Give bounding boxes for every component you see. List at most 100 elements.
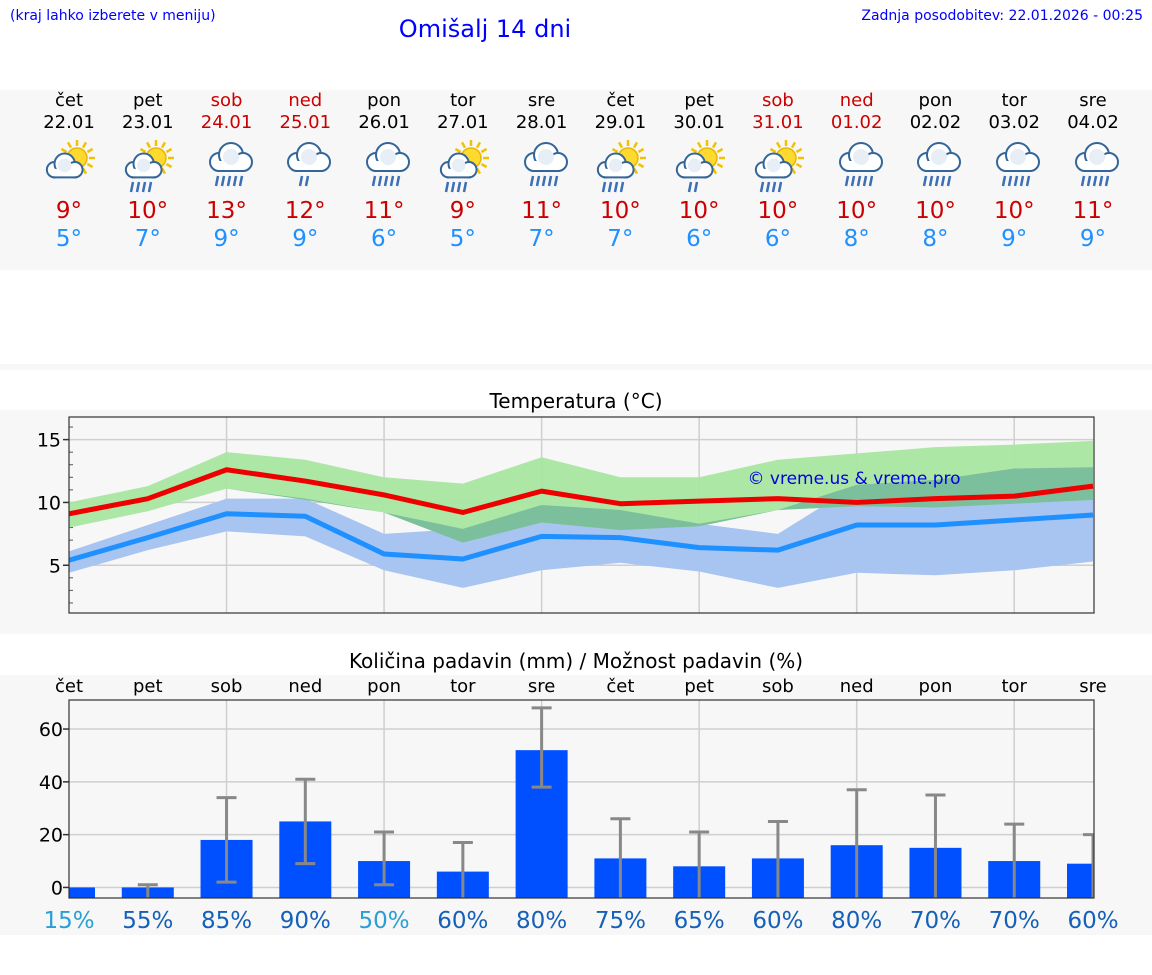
min-temperature: 7° [134, 226, 161, 252]
min-temperature: 6° [371, 226, 398, 252]
category-label: sre [1079, 676, 1106, 697]
y-tick-label: 5 [49, 555, 61, 577]
category-label: pon [367, 676, 401, 697]
min-temperature: 5° [55, 226, 83, 252]
min-temperature: 7° [607, 226, 634, 252]
cloud-rain-icon [838, 142, 883, 187]
day-name: pet [684, 90, 714, 111]
day-name: tor [1001, 90, 1027, 111]
max-temperature: 10° [915, 198, 956, 224]
min-temperature: 8° [922, 226, 949, 252]
category-label: čet [606, 676, 634, 697]
sun-cloud-rain-icon [124, 140, 174, 193]
category-label: sre [528, 676, 555, 697]
max-temperature: 12° [284, 198, 326, 224]
precip-bar [1067, 863, 1094, 898]
day-date: 04.02 [1067, 112, 1119, 133]
precip-plot-frame [68, 699, 1095, 899]
last-updated: Zadnja posodobitev: 22.01.2026 - 00:25 [861, 8, 1143, 24]
day-date: 03.02 [988, 112, 1040, 133]
category-label: tor [1001, 676, 1027, 697]
min-temperature: 9° [292, 226, 319, 252]
min-temperature: 7° [528, 226, 555, 252]
category-label: pet [684, 676, 714, 697]
sun-cloud-rain-icon [439, 140, 489, 193]
cloud-rain-icon [917, 142, 962, 187]
cloud-rain-icon [1075, 142, 1119, 187]
day-date: 24.01 [200, 112, 253, 133]
category-label: sob [211, 676, 243, 697]
category-label: pet [133, 676, 163, 697]
day-date: 22.01 [43, 112, 95, 133]
precip-bar [69, 887, 95, 898]
max-temperature: 11° [1072, 198, 1114, 224]
partly-cloudy-icon [45, 140, 95, 179]
day-name: čet [54, 90, 84, 111]
day-date: 23.01 [122, 112, 174, 133]
temperature-chart: 5 10 15 © vreme.us & vreme.pro [37, 416, 1095, 614]
sun-cloud-rain-icon [597, 140, 647, 193]
watermark: © vreme.us & vreme.pro [747, 469, 960, 489]
band-overlap [69, 467, 1094, 543]
y-tick-label: 10 [37, 492, 61, 514]
page-title: Omišalj 14 dni [398, 15, 572, 43]
max-temperature: 10° [993, 198, 1035, 224]
precip-probability: 75% [595, 908, 646, 934]
day-date: 02.02 [909, 112, 962, 133]
day-name: tor [450, 90, 476, 111]
precip-probability: 15% [43, 908, 94, 934]
forecast-panel [0, 90, 1152, 270]
y-tick-label: 60 [39, 719, 63, 741]
min-temperature: 6° [686, 226, 713, 252]
cloud-rain-icon [996, 142, 1041, 187]
cloud-rain-icon [208, 142, 253, 187]
precip-probability: 60% [437, 908, 488, 934]
day-name: ned [288, 90, 323, 111]
day-name: pon [367, 90, 401, 111]
day-date: 30.01 [673, 112, 725, 133]
precip-probability: 50% [359, 908, 410, 934]
day-name: pet [132, 90, 163, 111]
min-temperature: 9° [1001, 226, 1028, 252]
min-temperature: 8° [843, 226, 870, 252]
precip-probability: 70% [910, 908, 961, 934]
max-temp-line [69, 467, 1094, 517]
cloud-light-rain-icon [287, 142, 332, 187]
max-temperature: 9° [55, 198, 83, 224]
max-temperature: 10° [757, 198, 799, 224]
cloud-rain-icon [366, 142, 411, 187]
precip-probability: 55% [122, 908, 173, 934]
category-label: ned [840, 676, 874, 697]
day-date: 31.01 [752, 112, 804, 133]
day-date: 27.01 [437, 112, 489, 133]
day-name: ned [839, 90, 874, 111]
location-hint: (kraj lahko izberete v meniju) [10, 8, 216, 24]
precip-title: Količina padavin (mm) / Možnost padavin … [348, 649, 804, 673]
min-temperature: 5° [449, 226, 476, 252]
day-date: 25.01 [279, 112, 332, 133]
category-label: čet [55, 676, 83, 697]
precip-probability: 60% [752, 908, 803, 934]
day-name: sob [210, 90, 243, 111]
category-label: tor [450, 676, 476, 697]
y-tick-label: 15 [37, 430, 61, 452]
max-temperature: 10° [599, 198, 641, 224]
day-date: 29.01 [594, 112, 647, 133]
day-date: 26.01 [358, 112, 410, 133]
temperature-title: Temperatura (°C) [489, 389, 663, 413]
category-label: sob [762, 676, 794, 697]
day-name: sre [527, 90, 556, 111]
precip-probability: 80% [831, 908, 882, 934]
day-name: sre [1079, 90, 1107, 111]
min-temp-line [69, 511, 1094, 563]
day-date: 28.01 [515, 112, 568, 133]
separator-band [0, 364, 1152, 370]
min-temperature: 9° [1079, 226, 1107, 252]
precip-probability: 70% [989, 908, 1040, 934]
max-temperature: 9° [449, 198, 476, 224]
day-name: sob [762, 90, 794, 111]
y-tick-label: 20 [39, 825, 63, 847]
temperature-plot-frame [68, 416, 1095, 614]
day-date: 01.02 [830, 112, 883, 133]
day-name: pon [918, 90, 953, 111]
